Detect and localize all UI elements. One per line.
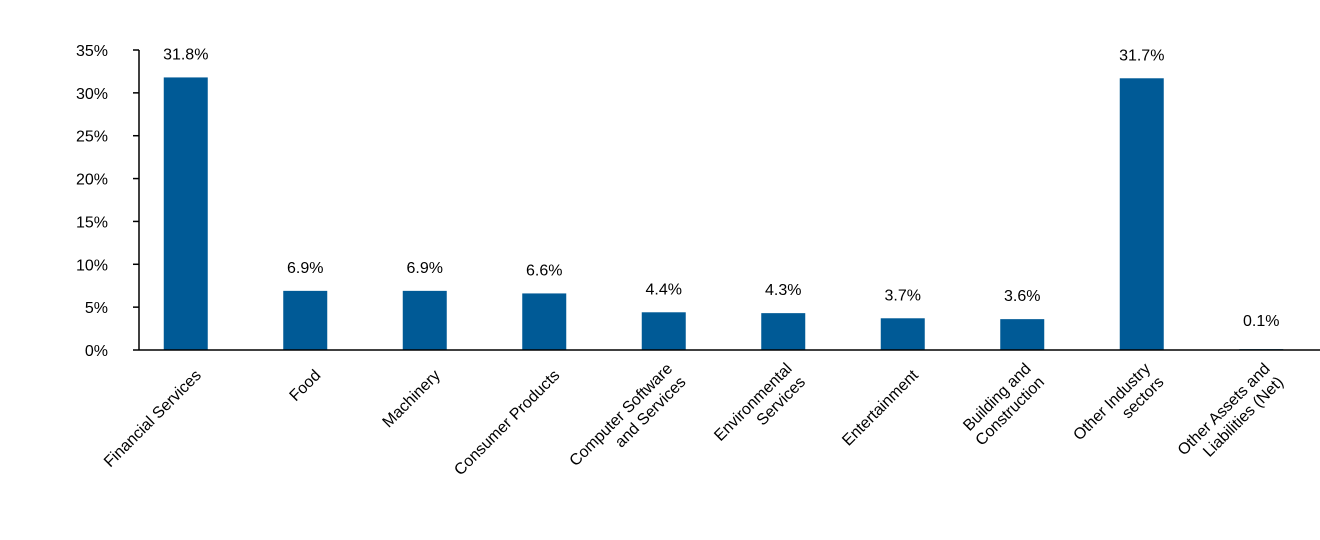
bar (1000, 319, 1045, 350)
y-tick-label: 10% (76, 257, 108, 274)
data-label: 31.7% (1119, 47, 1164, 64)
bar (761, 313, 806, 350)
bar (402, 290, 447, 350)
data-label: 4.4% (646, 281, 682, 298)
bars (163, 77, 1284, 351)
data-labels: 31.8% 6.9% 6.9% 6.6% 4.4% 4.3% 3.7% 3.6% 31.7% 0.… (163, 46, 1279, 330)
data-label: 3.7% (885, 287, 921, 304)
category-labels: Financial Services Food Machinery Consumer … (101, 360, 1287, 479)
data-label: 31.8% (163, 46, 208, 63)
category-label: Machinery (380, 367, 444, 431)
bar (522, 293, 567, 350)
category-label: Entertainment (839, 367, 922, 450)
y-tick-label: 0% (85, 343, 108, 360)
category-label-line: Financial Services (101, 367, 205, 471)
bar (283, 290, 328, 350)
data-label: 6.9% (407, 260, 443, 277)
category-label: Financial Services (101, 367, 205, 471)
category-label-line: Machinery (380, 367, 444, 431)
y-axis: 0% 5% 10% 15% 20% 25% 30% 35% (76, 43, 140, 360)
category-label: Consumer Products (451, 367, 563, 479)
bar (163, 77, 208, 350)
data-label: 6.6% (526, 262, 562, 279)
data-label: 6.9% (287, 260, 323, 277)
category-label-line: Consumer Products (451, 367, 563, 479)
bar (880, 318, 925, 350)
y-tick-label: 30% (76, 86, 108, 103)
category-label-line: Entertainment (839, 367, 922, 450)
data-label: 4.3% (765, 282, 801, 299)
data-label: 3.6% (1004, 288, 1040, 305)
y-tick-label: 5% (85, 300, 108, 317)
y-tick-label: 20% (76, 172, 108, 189)
data-label: 0.1% (1243, 313, 1279, 330)
y-tick-label: 25% (76, 129, 108, 146)
y-tick-label: 35% (76, 43, 108, 60)
category-label-line: Food (287, 367, 325, 405)
category-label: Food (287, 367, 325, 405)
bar (641, 312, 686, 350)
y-tick-label: 15% (76, 214, 108, 231)
bar (1119, 78, 1164, 351)
